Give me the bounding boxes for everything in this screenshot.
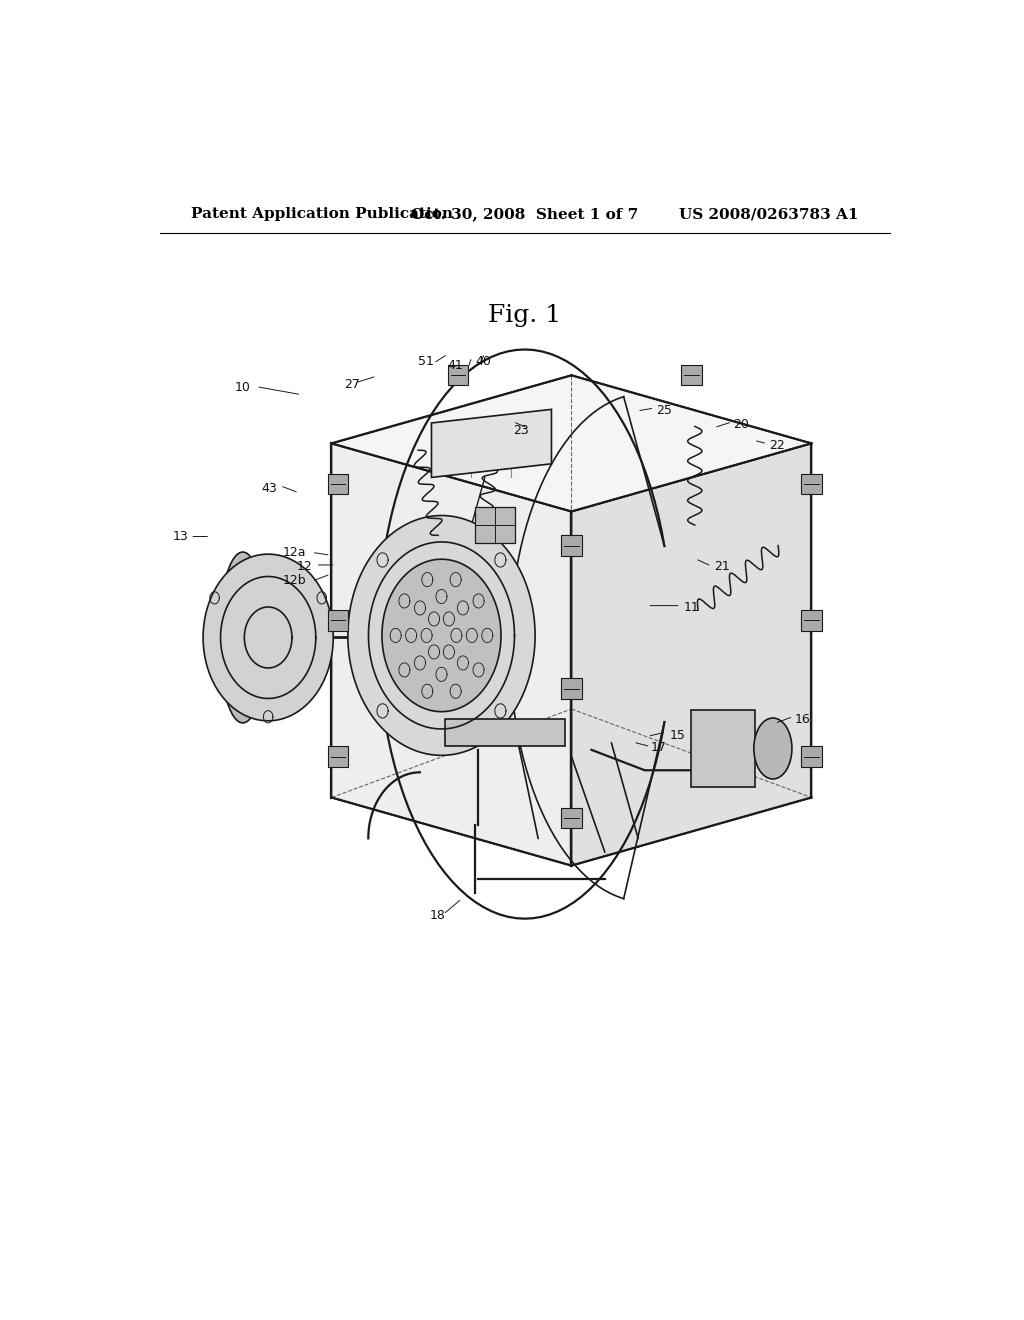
Text: 51: 51: [418, 355, 433, 368]
Text: 12a: 12a: [283, 546, 306, 560]
Text: 22: 22: [769, 438, 785, 451]
Text: Fig. 1: Fig. 1: [488, 305, 561, 327]
Text: 43: 43: [261, 482, 278, 495]
Text: 27: 27: [344, 378, 359, 391]
Text: Patent Application Publication: Patent Application Publication: [191, 207, 454, 222]
Text: US 2008/0263783 A1: US 2008/0263783 A1: [679, 207, 858, 222]
Polygon shape: [801, 610, 822, 631]
Text: 12b: 12b: [283, 574, 306, 586]
Text: 25: 25: [655, 404, 672, 417]
Polygon shape: [328, 747, 348, 767]
Text: 16: 16: [795, 713, 810, 726]
Polygon shape: [561, 808, 582, 828]
Text: Oct. 30, 2008  Sheet 1 of 7: Oct. 30, 2008 Sheet 1 of 7: [412, 207, 638, 222]
Text: 11: 11: [684, 601, 699, 614]
Polygon shape: [332, 444, 571, 866]
Text: 40: 40: [475, 355, 492, 368]
Polygon shape: [691, 710, 755, 787]
Polygon shape: [203, 554, 333, 721]
Text: 20: 20: [733, 418, 749, 432]
Text: 18: 18: [429, 909, 445, 923]
Text: 41: 41: [447, 359, 463, 372]
Polygon shape: [328, 610, 348, 631]
Polygon shape: [332, 375, 811, 511]
Polygon shape: [561, 536, 582, 556]
Text: 17: 17: [650, 742, 666, 755]
Polygon shape: [348, 516, 536, 755]
Polygon shape: [447, 366, 468, 385]
Ellipse shape: [754, 718, 792, 779]
Polygon shape: [801, 747, 822, 767]
Text: 23: 23: [513, 424, 528, 437]
Polygon shape: [801, 474, 822, 495]
Polygon shape: [475, 507, 515, 544]
Polygon shape: [681, 366, 701, 385]
Ellipse shape: [219, 552, 266, 723]
Text: 10: 10: [236, 380, 251, 393]
Polygon shape: [444, 719, 565, 746]
Text: 21: 21: [714, 561, 729, 573]
Polygon shape: [571, 444, 811, 866]
Text: 12: 12: [296, 561, 312, 573]
Polygon shape: [382, 560, 501, 711]
Text: 15: 15: [670, 729, 685, 742]
Polygon shape: [561, 678, 582, 698]
Polygon shape: [328, 474, 348, 495]
Text: 13: 13: [173, 531, 188, 543]
Polygon shape: [431, 409, 552, 478]
